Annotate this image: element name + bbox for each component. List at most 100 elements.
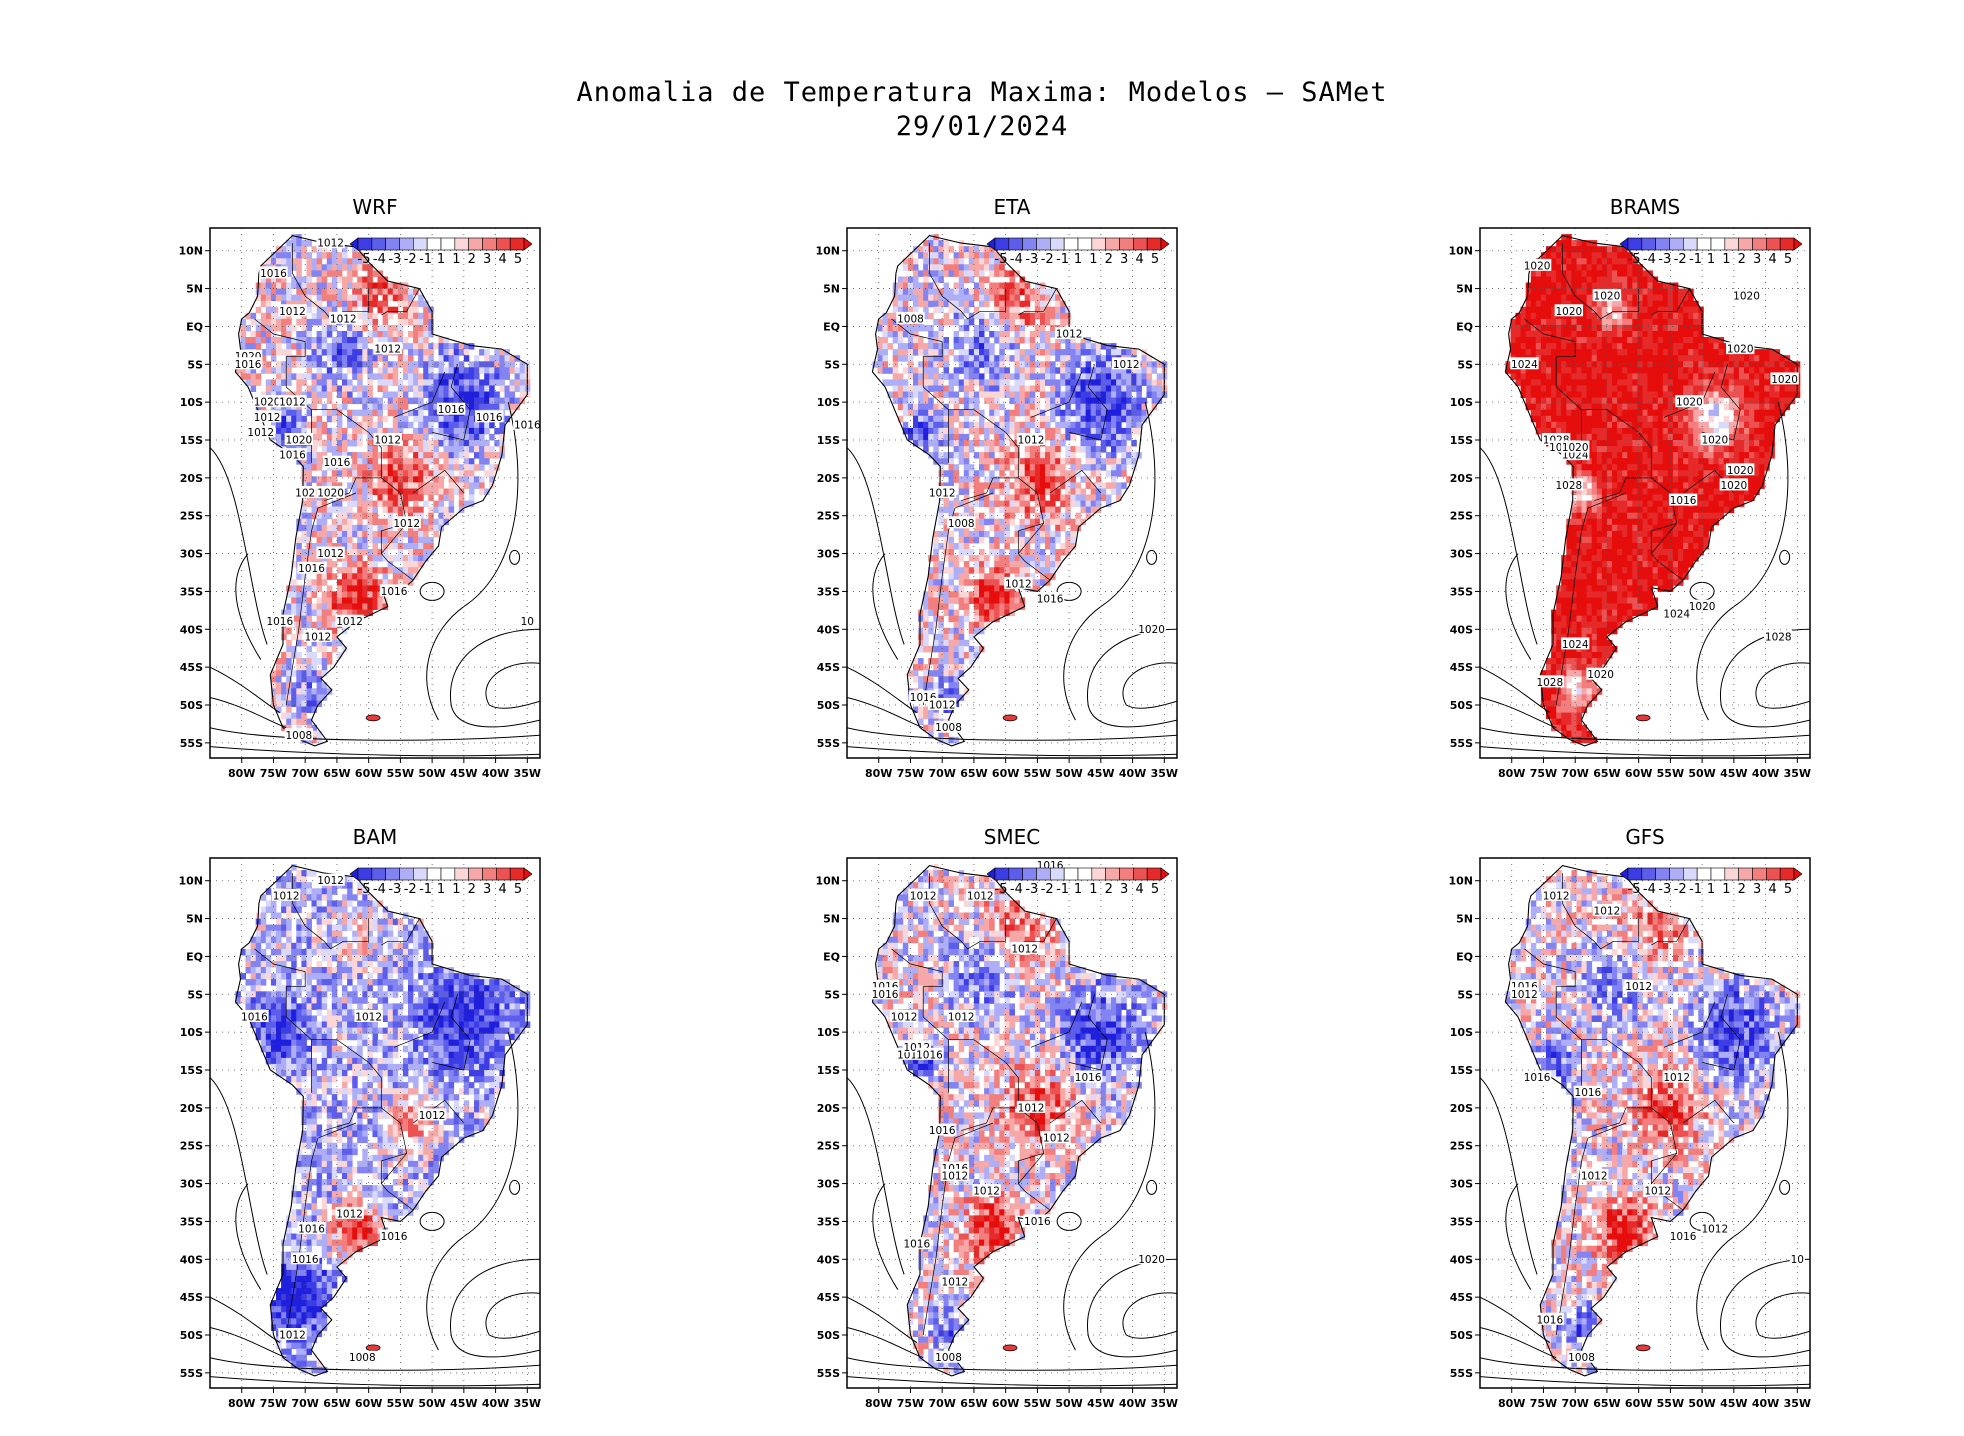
country-border xyxy=(1651,288,1690,316)
country-border xyxy=(1651,918,1690,946)
isobar-line xyxy=(1480,1296,1551,1344)
lat-tick-label: 10S xyxy=(817,396,840,409)
isobar-label: 1016 xyxy=(322,455,352,469)
isobar-closed-contour xyxy=(509,1179,521,1195)
colorbar-label: 3 xyxy=(1753,882,1761,897)
lat-tick-label: 35S xyxy=(180,585,203,598)
colorbar: -5 -4 -3 -2 -1 1 1 2 3 4 5 xyxy=(349,867,533,897)
isobar-label: 1012 xyxy=(271,888,301,902)
map-frame xyxy=(1479,227,1811,759)
falkland-islands xyxy=(1635,714,1651,722)
isobar-label: 1012 xyxy=(1016,1100,1046,1114)
isobar-line xyxy=(426,1032,519,1351)
isobar-label: 1020 xyxy=(1137,1252,1166,1266)
map-panel-smec: SMEC 1016 1012 1012 1012 1016 1016 1012 1012 1012… xyxy=(797,820,1217,1420)
svg-text:1012: 1012 xyxy=(1056,329,1083,341)
lat-tick-label: 45S xyxy=(817,661,840,674)
lat-tick-label: 5N xyxy=(823,283,840,296)
svg-text:1012: 1012 xyxy=(1018,435,1045,447)
lon-tick-label: 45W xyxy=(1720,1397,1747,1410)
lat-tick-label: 45S xyxy=(1450,1291,1473,1304)
map-frame xyxy=(846,227,1178,759)
colorbar-label: 3 xyxy=(1753,252,1761,267)
lat-tick-label: 50S xyxy=(180,1329,203,1342)
lon-tick-label: 50W xyxy=(1688,1397,1715,1410)
isobar-label: 1020 xyxy=(316,486,345,500)
colorbar-label: 5 xyxy=(514,252,522,267)
isobar-label: 1016 xyxy=(259,266,288,280)
isobar-label: 1012 xyxy=(940,1275,970,1289)
colorbar-label: 5 xyxy=(1784,252,1792,267)
lon-tick-label: 75W xyxy=(897,1397,924,1410)
svg-text:1012: 1012 xyxy=(393,518,420,530)
colorbar: -5 -4 -3 -2 -1 1 1 2 3 4 5 xyxy=(986,237,1170,267)
lon-tick-label: 40W xyxy=(1119,767,1146,780)
falkland-islands xyxy=(365,1344,381,1352)
colorbar-label: 5 xyxy=(1151,252,1159,267)
anomaly-field xyxy=(1505,870,1801,1374)
isobar-line xyxy=(1755,1292,1810,1339)
svg-text:1016: 1016 xyxy=(438,404,465,416)
isobar-label: 1024 xyxy=(1662,607,1691,621)
isobar-line xyxy=(1755,662,1810,709)
lat-tick-label: 20S xyxy=(817,472,840,485)
isobar-label: 1012 xyxy=(373,342,402,356)
lon-tick-label: 80W xyxy=(228,767,255,780)
lat-tick-label: 10S xyxy=(817,1026,840,1039)
map-frame xyxy=(846,857,1178,1389)
isobar-label: 1016 xyxy=(902,1237,932,1251)
lon-tick-label: 70W xyxy=(928,1397,955,1410)
isobar-label: 1020 xyxy=(1732,289,1761,303)
colorbar-label: 4 xyxy=(498,882,506,897)
colorbar-label: 1 xyxy=(437,252,445,267)
lat-tick-label: 5N xyxy=(186,283,203,296)
lon-tick-label: 40W xyxy=(482,767,509,780)
lat-tick-label: 40S xyxy=(817,1253,840,1266)
lat-lon-grid xyxy=(847,858,1177,1388)
svg-text:1012: 1012 xyxy=(374,344,401,356)
isobar-closed-contour xyxy=(1146,549,1158,565)
country-border xyxy=(412,469,465,494)
isobar-label: 1016 xyxy=(379,584,409,598)
colorbar-label: -3 xyxy=(1025,882,1038,897)
isobar-label: 1028 xyxy=(1535,675,1565,689)
country-border xyxy=(1049,469,1102,494)
lat-tick-label: 30S xyxy=(817,1178,840,1191)
isobar-label: 1016 xyxy=(1073,1070,1103,1084)
lat-tick-label: 40S xyxy=(1450,1253,1473,1266)
isobar-label: 1016 xyxy=(436,402,466,416)
lon-tick-label: 60W xyxy=(992,767,1019,780)
isobar-label: 1012 xyxy=(1580,1169,1609,1183)
lon-tick-label: 40W xyxy=(1119,1397,1146,1410)
lat-tick-label: EQ xyxy=(186,950,203,963)
colorbar-label: 1 xyxy=(1074,252,1082,267)
colorbar-label: -5 xyxy=(995,882,1008,897)
svg-text:10: 10 xyxy=(521,616,534,628)
lat-tick-label: 55S xyxy=(1450,1367,1473,1380)
falkland-islands xyxy=(1002,714,1018,722)
lon-tick-label: 40W xyxy=(482,1397,509,1410)
lat-tick-label: EQ xyxy=(1456,320,1473,333)
panel-title-wrf: WRF xyxy=(352,195,397,219)
lat-tick-label: 45S xyxy=(180,661,203,674)
lat-tick-label: 55S xyxy=(1450,737,1473,750)
lat-tick-label: 5N xyxy=(186,913,203,926)
lon-tick-label: 50W xyxy=(1688,767,1715,780)
country-border xyxy=(1682,1099,1735,1124)
isobar-label: 1012 xyxy=(316,873,345,887)
isobar-label: 1020 xyxy=(1675,395,1704,409)
country-border xyxy=(1581,1039,1652,1131)
isobar-label: 1012 xyxy=(278,304,307,318)
colorbar-label: -3 xyxy=(388,882,401,897)
isobar-line xyxy=(847,746,1177,757)
isobar-label: 1012 xyxy=(1662,1070,1691,1084)
map-frame xyxy=(209,227,541,759)
colorbar-label: 1 xyxy=(1722,252,1730,267)
map-panel-bam: BAM 1012 1012 1016 1012 1012 1012 1016 1016 1016 1… xyxy=(160,820,580,1420)
isobar-line xyxy=(847,1376,1177,1387)
isobar-line xyxy=(1480,696,1557,729)
isobar-label: 1012 xyxy=(1624,979,1653,993)
svg-text:1012: 1012 xyxy=(279,306,306,318)
